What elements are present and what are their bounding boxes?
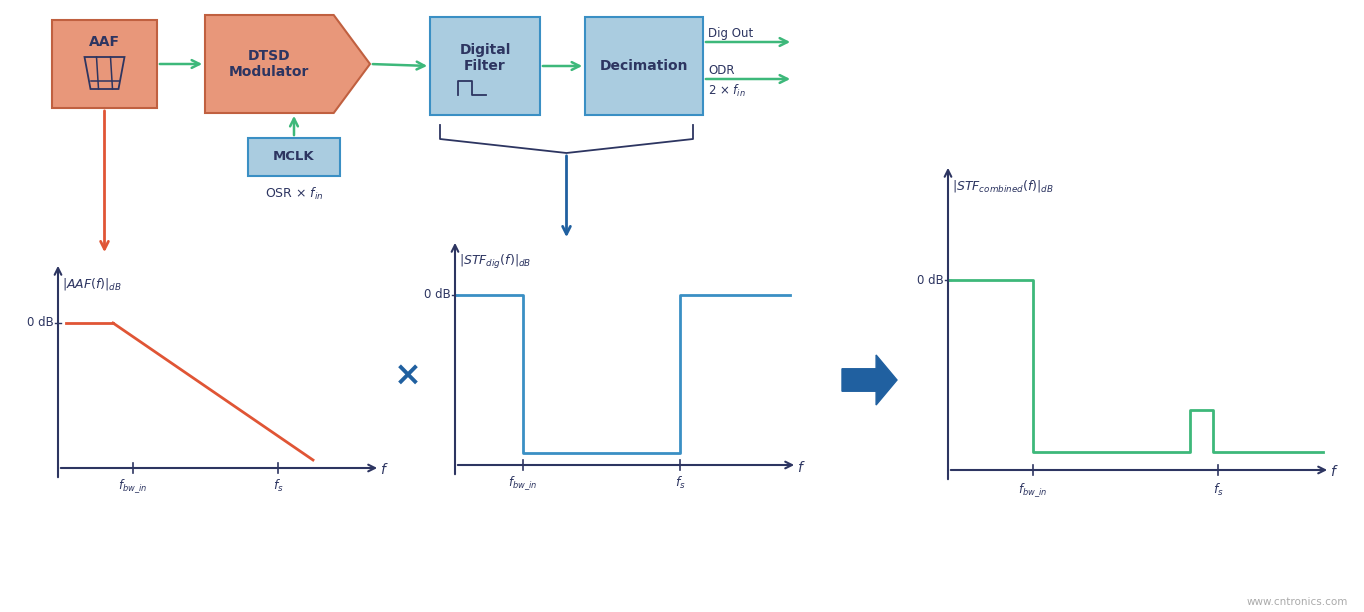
Text: $|STF_{combined}(f)|_{dB}$: $|STF_{combined}(f)|_{dB}$ bbox=[952, 178, 1054, 194]
Text: Decimation: Decimation bbox=[600, 59, 689, 73]
Text: DTSD
Modulator: DTSD Modulator bbox=[229, 49, 310, 79]
FancyBboxPatch shape bbox=[430, 17, 540, 115]
FancyBboxPatch shape bbox=[248, 138, 340, 176]
Text: $f_{bw\_in}$: $f_{bw\_in}$ bbox=[509, 474, 537, 492]
Text: $f_s$: $f_s$ bbox=[1213, 482, 1224, 498]
Text: $f_s$: $f_s$ bbox=[273, 478, 284, 494]
FancyArrow shape bbox=[842, 355, 898, 405]
Text: MCLK: MCLK bbox=[273, 151, 315, 163]
Text: AAF: AAF bbox=[89, 35, 120, 49]
Text: 0 dB: 0 dB bbox=[917, 274, 944, 286]
Text: $|AAF(f)|_{dB}$: $|AAF(f)|_{dB}$ bbox=[61, 276, 121, 292]
FancyBboxPatch shape bbox=[52, 20, 157, 108]
Text: $|STF_{dig}(f)|_{dB}$: $|STF_{dig}(f)|_{dB}$ bbox=[460, 253, 532, 271]
Text: $f$: $f$ bbox=[1330, 465, 1338, 479]
Text: $f_s$: $f_s$ bbox=[675, 475, 685, 491]
Text: 0 dB: 0 dB bbox=[27, 316, 55, 329]
Text: ODR: ODR bbox=[708, 64, 734, 78]
Polygon shape bbox=[205, 15, 370, 113]
Text: Digital
Filter: Digital Filter bbox=[460, 43, 510, 73]
Text: 2 × $f_{in}$: 2 × $f_{in}$ bbox=[708, 83, 746, 99]
FancyBboxPatch shape bbox=[585, 17, 702, 115]
Text: $f_{bw\_in}$: $f_{bw\_in}$ bbox=[119, 477, 147, 495]
Text: www.cntronics.com: www.cntronics.com bbox=[1247, 597, 1348, 607]
Text: OSR × $f_{in}$: OSR × $f_{in}$ bbox=[265, 186, 323, 202]
Text: $f$: $f$ bbox=[379, 463, 389, 477]
Text: Dig Out: Dig Out bbox=[708, 28, 753, 40]
Text: $f$: $f$ bbox=[797, 460, 805, 474]
Text: ×: × bbox=[394, 359, 421, 392]
Text: $f_{bw\_in}$: $f_{bw\_in}$ bbox=[1019, 481, 1048, 499]
Text: 0 dB: 0 dB bbox=[424, 288, 451, 302]
